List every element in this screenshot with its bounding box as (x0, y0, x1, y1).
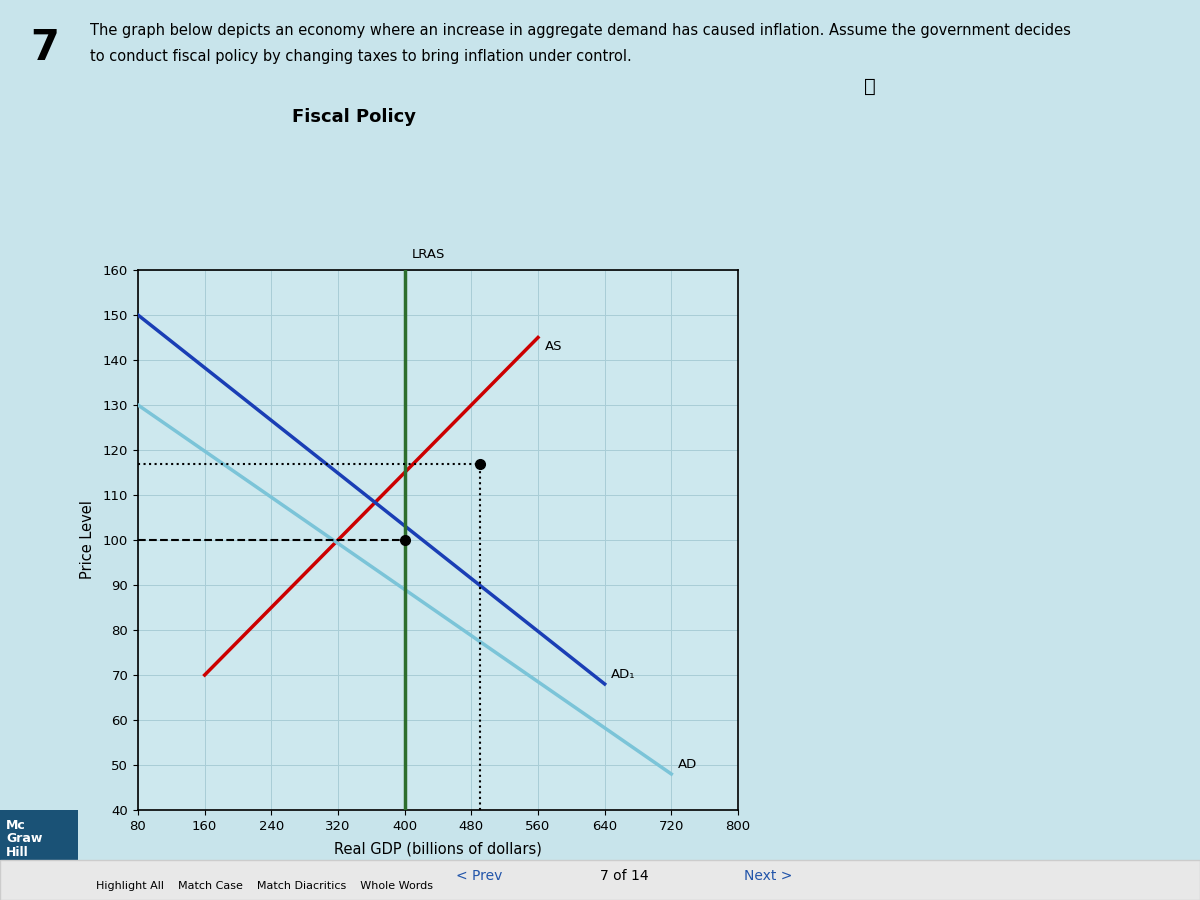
FancyBboxPatch shape (0, 810, 78, 900)
Text: Highlight All    Match Case    Match Diacritics    Whole Words: Highlight All Match Case Match Diacritic… (96, 881, 433, 891)
Text: AD: AD (678, 759, 697, 771)
Text: Mc: Mc (6, 819, 25, 832)
FancyBboxPatch shape (0, 860, 1200, 900)
Text: < Prev: < Prev (456, 868, 503, 883)
Text: AS: AS (545, 340, 562, 353)
Text: 7: 7 (30, 27, 59, 69)
Text: Hill: Hill (6, 846, 29, 859)
Text: LRAS: LRAS (412, 248, 445, 261)
Text: to conduct fiscal policy by changing taxes to bring inflation under control.: to conduct fiscal policy by changing tax… (90, 50, 631, 65)
X-axis label: Real GDP (billions of dollars): Real GDP (billions of dollars) (334, 842, 542, 856)
Text: The graph below depicts an economy where an increase in aggregate demand has cau: The graph below depicts an economy where… (90, 22, 1070, 38)
Text: Graw: Graw (6, 832, 42, 845)
Text: 7 of 14: 7 of 14 (600, 868, 649, 883)
Y-axis label: Price Level: Price Level (79, 500, 95, 580)
Text: ⓘ: ⓘ (864, 76, 876, 95)
Text: Fiscal Policy: Fiscal Policy (292, 108, 416, 126)
Text: AD₁: AD₁ (611, 669, 636, 681)
Text: Next >: Next > (744, 868, 792, 883)
